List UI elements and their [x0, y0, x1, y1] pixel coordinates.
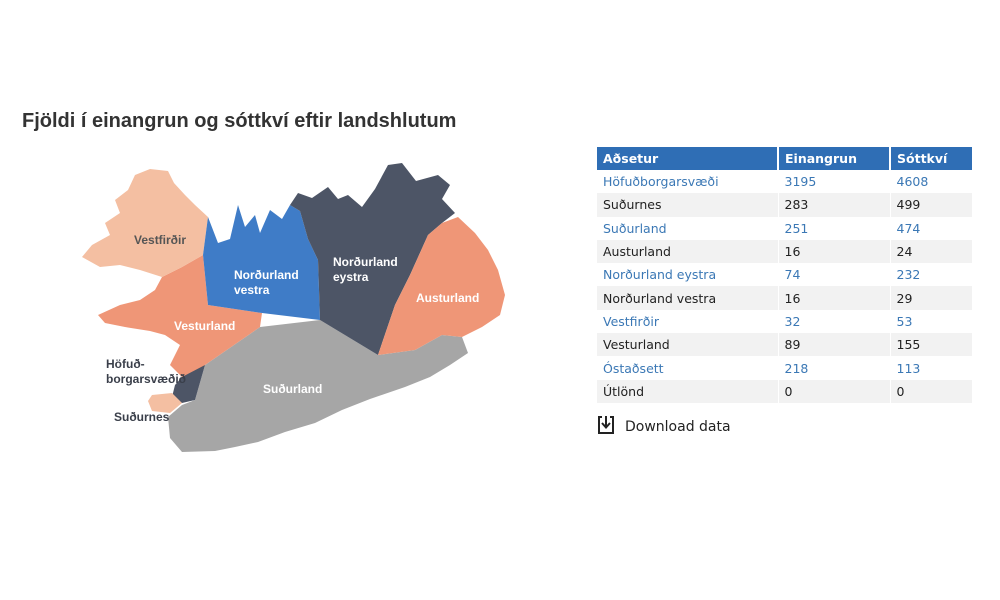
page-title: Fjöldi í einangrun og sóttkví eftir land…: [22, 110, 457, 132]
label-austurland: Austurland: [416, 291, 479, 305]
cell-sottkvi: 24: [890, 239, 972, 264]
table-row: Vesturland 89 155: [597, 333, 972, 357]
region-hofudborgarsvaedi[interactable]: [172, 365, 205, 403]
label-hofudborgarsvaedi-2: borgarsvæðið: [106, 372, 186, 386]
table-row: Suðurland 251 474: [597, 216, 972, 240]
table-row: Suðurnes 283 499: [597, 193, 972, 217]
cell-sottkvi: 155: [890, 333, 972, 357]
cell-sottkvi: 53: [896, 313, 913, 329]
region-sudurnes[interactable]: [148, 393, 182, 413]
cell-einangrun: 251: [778, 216, 891, 240]
cell-region: Norðurland vestra: [597, 286, 779, 310]
region-nordurland-vestra[interactable]: [203, 205, 320, 320]
table-row: Óstaðsett 218 113: [597, 356, 972, 380]
label-vestfirdir: Vestfirðir: [134, 233, 186, 247]
label-nordurland-vestra-2: vestra: [234, 283, 270, 297]
label-vesturland: Vesturland: [174, 319, 235, 333]
label-nordurland-eystra-2: eystra: [333, 270, 369, 284]
cell-sottkvi: 0: [890, 379, 972, 403]
table-row: Norðurland eystra 74 232: [597, 263, 972, 287]
region-austurland[interactable]: [378, 217, 505, 355]
download-icon: [597, 415, 615, 439]
cell-region: Norðurland eystra: [597, 263, 779, 287]
label-nordurland-eystra-1: Norðurland: [333, 255, 398, 269]
table-header-row: Aðsetur Einangrun Sóttkví: [597, 147, 972, 170]
region-nordurland-eystra[interactable]: [290, 163, 455, 355]
cell-sottkvi: 232: [896, 267, 921, 283]
cell-region: Suðurland: [597, 216, 779, 240]
cell-region: Vesturland: [597, 333, 779, 357]
table-row: Útlönd 0 0: [597, 379, 972, 403]
download-data-button[interactable]: Download data: [597, 415, 731, 439]
table-row: Austurland 16 24: [597, 239, 972, 264]
label-sudurland: Suðurland: [263, 382, 322, 396]
table-row: Norðurland vestra 16 29: [597, 286, 972, 310]
region-vestfirdir[interactable]: [82, 169, 208, 277]
cell-region: Suðurnes: [597, 193, 779, 217]
cell-einangrun: 3195: [778, 170, 891, 194]
cell-region: Útlönd: [597, 379, 779, 403]
cell-sottkvi: 29: [890, 286, 972, 310]
cell-sottkvi: 499: [890, 193, 972, 217]
cell-einangrun: 32: [778, 309, 891, 334]
cell-einangrun: 283: [778, 193, 891, 217]
region-sudurland[interactable]: [168, 320, 468, 452]
cell-einangrun: 16: [778, 286, 891, 310]
cell-einangrun: 16: [778, 239, 891, 264]
table-row: Vestfirðir 32 53: [597, 309, 972, 334]
cell-region: Vestfirðir: [597, 309, 779, 334]
label-sudurnes: Suðurnes: [114, 410, 170, 424]
cell-einangrun: 0: [778, 379, 891, 403]
cell-sottkvi: 474: [896, 220, 921, 236]
cell-region: Austurland: [597, 239, 779, 264]
cell-einangrun: 74: [778, 263, 891, 287]
cell-region: Óstaðsett: [597, 356, 779, 380]
column-header-sottkvi[interactable]: Sóttkví: [890, 147, 972, 170]
cell-einangrun: 89: [778, 333, 891, 357]
label-nordurland-vestra-1: Norðurland: [234, 268, 299, 282]
cell-region: Höfuðborgarsvæði: [597, 170, 779, 194]
cell-sottkvi: 113: [896, 360, 921, 376]
label-hofudborgarsvaedi-1: Höfuð-: [106, 357, 145, 371]
cell-einangrun: 218: [778, 356, 891, 380]
column-header-einangrun[interactable]: Einangrun: [778, 147, 891, 170]
table-row: Höfuðborgarsvæði 3195 4608: [597, 170, 972, 194]
region-data-table: Aðsetur Einangrun Sóttkví Höfuðborgarsvæ…: [597, 147, 972, 403]
region-vesturland[interactable]: [98, 255, 262, 377]
iceland-region-map: Vestfirðir Norðurland vestra Norðurland …: [70, 155, 520, 465]
download-label: Download data: [625, 419, 731, 435]
column-header-adsetur[interactable]: Aðsetur: [597, 147, 779, 170]
cell-sottkvi: 4608: [896, 174, 929, 190]
